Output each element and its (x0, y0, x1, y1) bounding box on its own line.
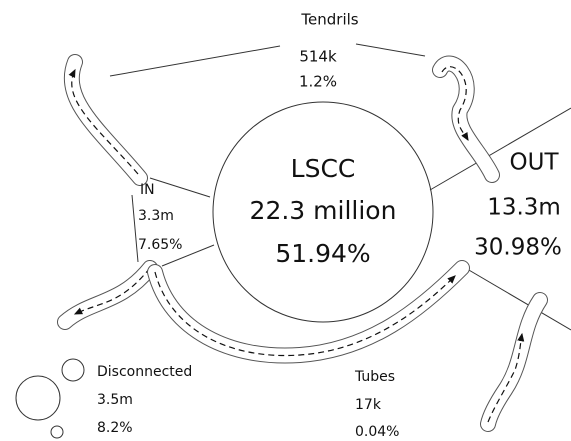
in-label: IN (140, 182, 155, 198)
in-share: 7.65% (138, 237, 182, 253)
lscc-label: LSCC (291, 154, 356, 183)
out-share: 30.98% (474, 235, 562, 261)
out-label: OUT (510, 150, 560, 176)
in-size: 3.3m (138, 208, 174, 224)
lscc-share: 51.94% (275, 239, 370, 268)
disconnected-share: 8.2% (97, 420, 133, 436)
tubes-size: 17k (355, 397, 382, 413)
tendrils-share: 1.2% (299, 73, 337, 91)
disconnected-label: Disconnected (97, 364, 192, 380)
lscc-size: 22.3 million (250, 196, 397, 225)
shapes (15, 43, 571, 439)
out-size: 13.3m (487, 195, 561, 221)
tubes-label: Tubes (354, 369, 395, 385)
disconnected-size: 3.5m (97, 392, 133, 408)
tubes-share: 0.04% (355, 424, 399, 440)
lscc-circle (212, 101, 434, 323)
tendrils-size: 514k (299, 48, 337, 66)
tendrils-label: Tendrils (300, 11, 358, 29)
